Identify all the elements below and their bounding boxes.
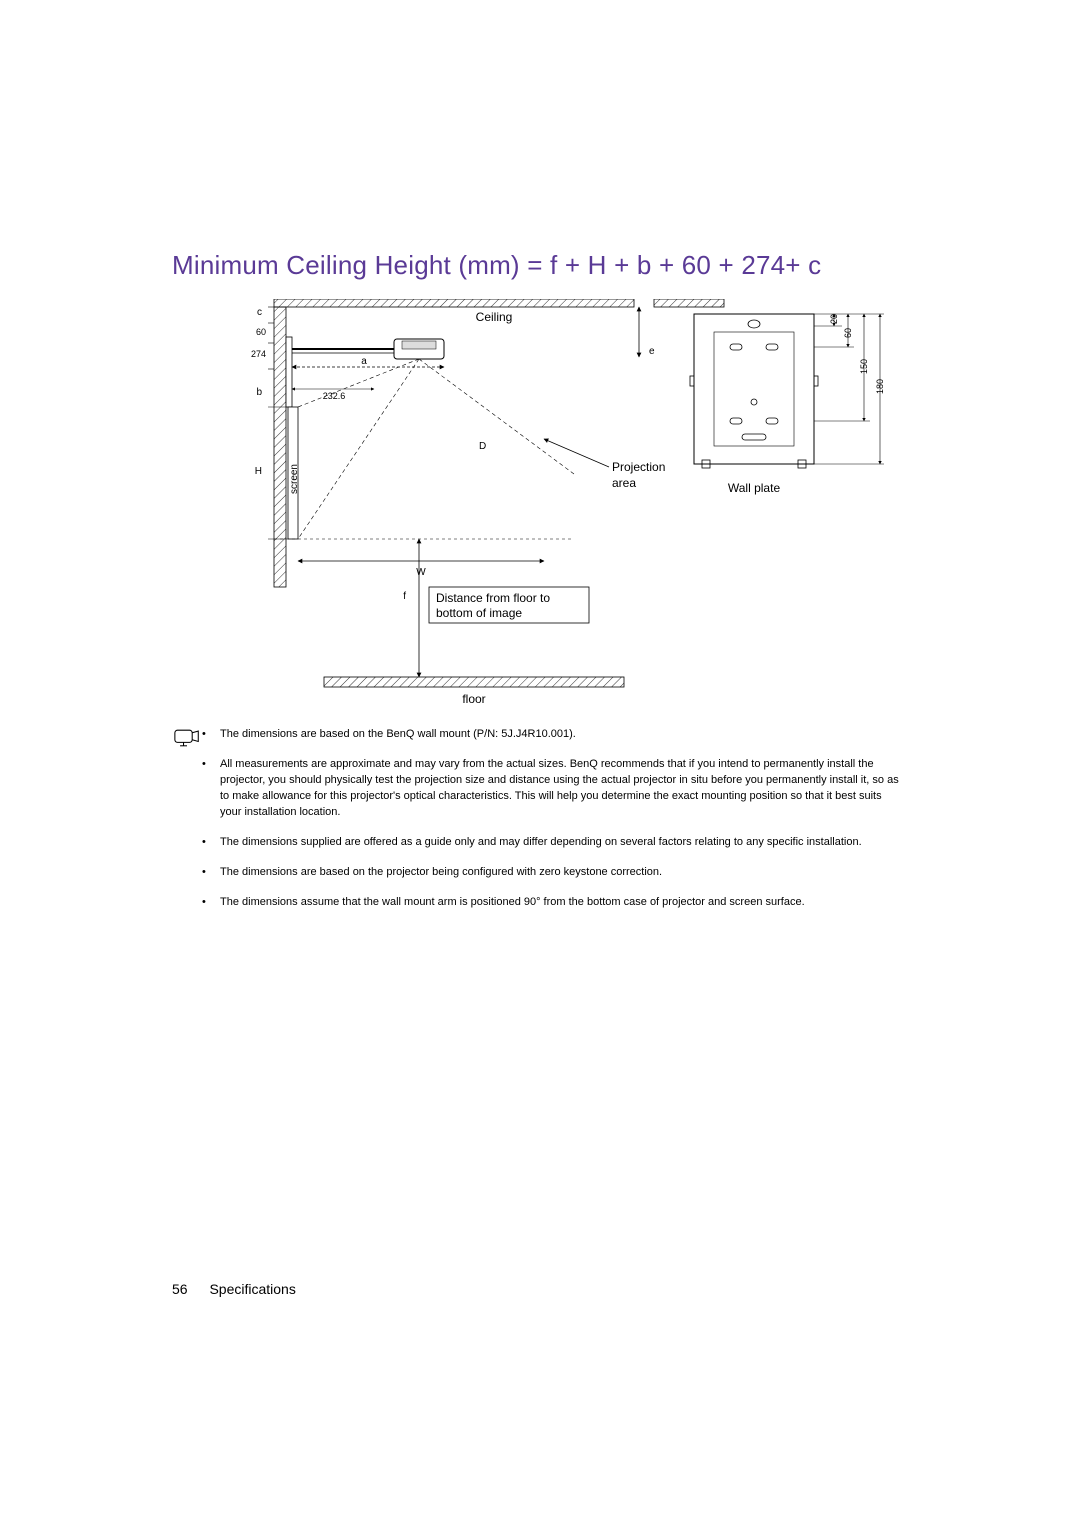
wp-20: 20: [829, 314, 839, 324]
page-footer: 56 Specifications: [172, 1281, 296, 1297]
note-item: The dimensions are based on the BenQ wal…: [202, 727, 902, 743]
note-item: All measurements are approximate and may…: [202, 757, 902, 821]
dim-D: D: [479, 441, 486, 452]
page-number: 56: [172, 1281, 188, 1297]
dim-b: b: [256, 387, 262, 398]
wall-plate-label: Wall plate: [728, 481, 781, 495]
note-icon: [172, 727, 202, 925]
dim-c: c: [257, 307, 262, 318]
wp-60: 60: [843, 328, 853, 338]
dim-e: e: [649, 346, 655, 357]
ceiling-label: Ceiling: [476, 310, 513, 324]
dim-a: a: [361, 356, 367, 367]
dim-274: 274: [251, 349, 266, 359]
floor-label: floor: [462, 692, 485, 706]
section-name: Specifications: [209, 1281, 295, 1297]
distance-floor-2: bottom of image: [436, 606, 522, 620]
distance-floor-1: Distance from floor to: [436, 591, 550, 605]
projection-area-label-2: area: [612, 476, 636, 490]
note-item: The dimensions are based on the projecto…: [202, 865, 902, 881]
dim-H: H: [255, 466, 262, 477]
dim-f: f: [403, 591, 406, 602]
note-item: The dimensions supplied are offered as a…: [202, 835, 902, 851]
note-item: The dimensions assume that the wall moun…: [202, 895, 902, 911]
dim-60: 60: [256, 327, 266, 337]
wp-150: 150: [859, 359, 869, 374]
notes-block: The dimensions are based on the BenQ wal…: [172, 727, 930, 925]
screen-label: screen: [289, 464, 300, 494]
wp-180: 180: [875, 379, 885, 394]
ceiling-diagram: Ceiling a 232.6 c 60 274 b H: [244, 299, 894, 719]
notes-list: The dimensions are based on the BenQ wal…: [202, 727, 902, 925]
dim-W: W: [416, 567, 426, 578]
page-title: Minimum Ceiling Height (mm) = f + H + b …: [172, 250, 930, 281]
projection-area-label-1: Projection: [612, 460, 665, 474]
